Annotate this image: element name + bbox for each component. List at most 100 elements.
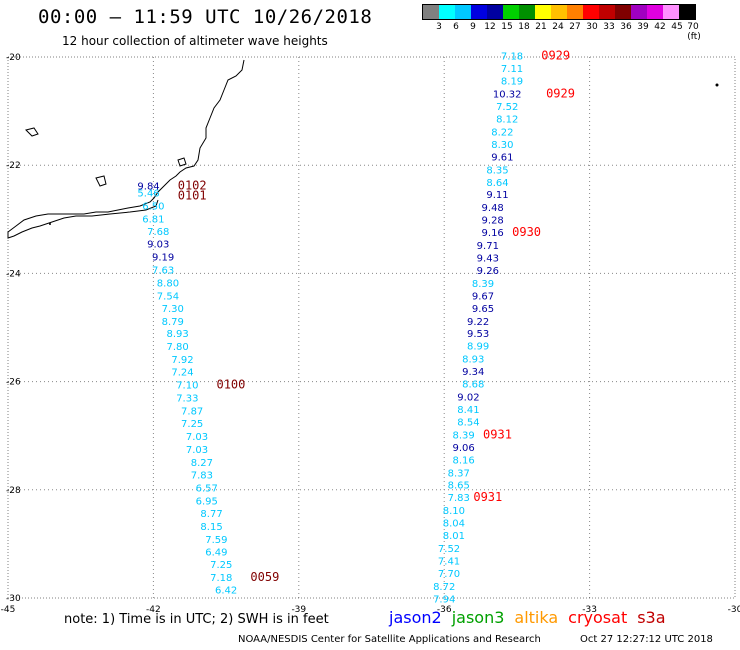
wave-height-value: 7.63 [152,265,174,276]
legend-swatch [551,5,567,19]
wave-height-value: 9.06 [452,443,474,454]
legend-swatches [422,4,696,20]
legend-label: 39 [637,22,649,32]
legend-labels: 3 6 9 12 15 18 21 24 27 30 33 36 39 42 45 70 (ft) [422,20,701,42]
wave-height-value: 7.18 [501,52,523,63]
legend-swatch [583,5,599,19]
wave-height-value: 7.87 [181,407,203,418]
wave-height-value: 9.34 [462,367,484,378]
wave-height-value: 8.41 [457,405,479,416]
wave-height-value: 9.03 [147,239,169,250]
wave-height-value: 9.02 [457,393,479,404]
wave-height-value: 7.30 [162,304,184,315]
legend-label: 36 [620,22,632,32]
legend-label: 6 [453,22,459,32]
map-frame [7,56,736,599]
satellite-legend: jason2 jason3 altika cryosat s3a [389,608,666,627]
legend-swatch [455,5,471,19]
wave-height-value: 10.32 [493,90,522,101]
legend-label: 42 [654,22,666,32]
map-subtitle: 12 hour collection of altimeter wave hei… [62,34,328,48]
wave-height-value: 8.01 [443,531,465,542]
legend-swatch [519,5,535,19]
wave-height-value: 9.84 [137,182,159,193]
pass-time-label: 0931 [483,427,512,441]
legend-swatch [471,5,487,19]
wave-height-value: 8.99 [467,342,489,353]
pass-time-label: 0102 [178,179,207,193]
wave-height-value: 6.50 [142,202,164,213]
wave-height-value: 7.03 [186,432,208,443]
y-tick-label: -24 [6,269,21,279]
coastline-path [7,59,245,239]
wave-height-value: 9.19 [152,252,174,263]
x-tick-label: -42 [146,605,161,615]
wave-height-value: 8.54 [457,417,479,428]
wave-height-value: 7.33 [176,394,198,405]
wave-height-value: 7.54 [157,291,179,302]
legend-swatch [631,5,647,19]
wave-height-value: 9.26 [477,266,499,277]
legend-swatch [679,5,695,19]
legend-swatch [663,5,679,19]
wave-height-value: 9.11 [486,190,508,201]
pass-time-label: 0931 [473,490,502,504]
wave-height-value: 9.16 [482,228,504,239]
legend-swatch [487,5,503,19]
legend-swatch [615,5,631,19]
footer-note: note: 1) Time is in UTC; 2) SWH is in fe… [64,612,329,627]
satellite-name: jason3 [451,608,505,627]
legend-swatch [503,5,519,19]
wave-height-value: 7.52 [438,544,460,555]
legend-swatch [647,5,663,19]
wave-height-value: 8.64 [486,178,508,189]
legend-label: 33 [603,22,615,32]
wave-height-value: 7.52 [496,102,518,113]
wave-height-value: 7.03 [186,445,208,456]
legend-label: 24 [552,22,564,32]
wave-height-value: 6.42 [215,586,237,597]
wave-height-value: 7.24 [171,368,193,379]
wave-height-value: 7.83 [448,493,470,504]
wave-height-value: 7.10 [176,381,198,392]
coastline-bay [95,175,107,187]
wave-height-value: 9.28 [482,216,504,227]
wave-height-value: 8.65 [448,481,470,492]
y-tick-label: -30 [6,594,21,604]
wave-height-value: 9.22 [467,317,489,328]
pass-time-label: 0929 [541,49,570,63]
wave-height-value: 7.68 [147,227,169,238]
wave-height-value: 8.93 [167,329,189,340]
wave-height-values: 9.845.46 6.50 6.817.689.03 9.19 7.63 8.80 7.54… [137,52,523,606]
wave-height-value: 8.27 [191,458,213,469]
wave-height-value: 7.11 [501,64,523,75]
legend-label: 30 [586,22,598,32]
wave-height-value: 6.81 [142,215,164,226]
satellite-name: jason2 [389,608,442,627]
legend-label: 70 (ft) [687,22,701,42]
y-tick-label: -28 [6,486,21,496]
wave-height-value: 7.92 [171,355,193,366]
wave-height-value: 8.19 [501,77,523,88]
coastline [7,59,719,239]
coastline-inlet [177,157,187,167]
generated-timestamp: Oct 27 12:27:12 UTC 2018 [580,634,713,645]
wave-height-value: 7.25 [210,560,232,571]
legend-swatch [423,5,439,19]
satellite-name: cryosat [568,608,628,627]
wave-height-value: 9.65 [472,304,494,315]
x-tick-label: -39 [291,605,306,615]
wave-height-value: 7.94 [433,594,455,605]
satellite-name: s3a [637,608,666,627]
pass-time-label: 0100 [216,378,245,392]
island-dot [49,223,51,225]
wave-height-value: 8.04 [443,519,465,530]
wave-height-value: 7.80 [167,342,189,353]
wave-height-value: 8.10 [443,506,465,517]
pass-time-label: 0101 [178,188,207,202]
color-scale-legend: 3 6 9 12 15 18 21 24 27 30 33 36 39 42 45 70 (ft) [422,4,701,42]
wave-height-value: 8.72 [433,582,455,593]
legend-label: 45 [671,22,683,32]
